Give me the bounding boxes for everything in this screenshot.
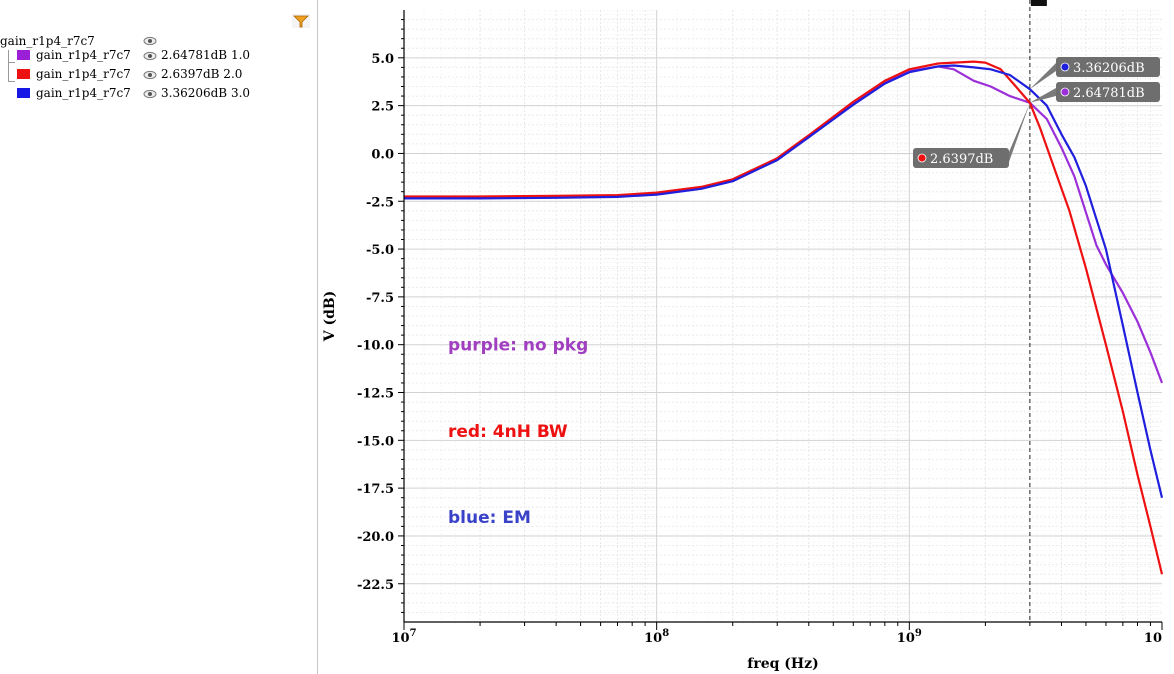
major-grid xyxy=(403,10,1162,622)
y-axis-label: V (dB) xyxy=(322,291,338,343)
annotations: purple: no pkg red: 4nH BW blue: EM xyxy=(448,336,588,528)
y-tick-label: -2.5 xyxy=(366,195,394,210)
series-color-swatch xyxy=(17,88,30,98)
y-tick-label: 0.0 xyxy=(371,147,394,162)
x-tick-labels: 107 108 109 10 xyxy=(391,628,1162,646)
tree-item-value: 2.6397dB 2.0 xyxy=(161,67,243,81)
series-line-3.0 xyxy=(404,64,1164,498)
y-tick-labels: 5.0 2.5 0.0 -2.5 -5.0 -7.5 -10.0 -12.5 -15.0 -17.… xyxy=(357,52,394,593)
series-layer xyxy=(404,60,1164,575)
minor-grid xyxy=(404,10,1162,622)
cursor-handle[interactable] xyxy=(1030,0,1047,6)
tree-item-row[interactable]: gain_r1p4_r7c7 xyxy=(17,85,131,101)
marker-pointer xyxy=(1029,63,1056,90)
marker-dot xyxy=(1060,62,1070,72)
tree-item-label: gain_r1p4_r7c7 xyxy=(36,48,131,62)
x-tick-label: 108 xyxy=(644,628,669,646)
tree-item-row[interactable]: gain_r1p4_r7c7 xyxy=(17,66,131,82)
visibility-eye-icon[interactable] xyxy=(143,51,157,61)
tree-root-row[interactable]: gain_r1p4_r7c7 xyxy=(0,33,95,49)
panel-splitter[interactable] xyxy=(317,0,318,674)
x-tick-label: 109 xyxy=(897,628,922,646)
marker-box xyxy=(913,148,1009,168)
tree-item-value: 3.36206dB 3.0 xyxy=(161,86,251,100)
signal-tree-panel: gain_r1p4_r7c7 gain_r1p4_r7c7 2.64781dB 1… xyxy=(0,0,317,674)
y-tick-label: -20.0 xyxy=(357,530,394,545)
y-tick-label: -12.5 xyxy=(357,387,394,402)
filter-icon[interactable] xyxy=(292,14,310,28)
visibility-eye-icon[interactable] xyxy=(143,70,157,80)
x-tick-label: 107 xyxy=(391,628,416,646)
cursor-marker: 2.6397dB xyxy=(913,102,1030,168)
tree-root-label: gain_r1p4_r7c7 xyxy=(0,34,95,48)
series-color-swatch xyxy=(17,69,30,79)
marker-box xyxy=(1056,57,1160,77)
axes xyxy=(398,10,1163,630)
y-tick-label: -10.0 xyxy=(357,339,394,354)
marker-value: 2.6397dB xyxy=(930,152,993,167)
visibility-eye-icon[interactable] xyxy=(143,89,157,99)
cursor-markers: 3.36206dB 2.64781dB 2.6397dB xyxy=(913,57,1160,168)
tree-item-row[interactable]: gain_r1p4_r7c7 xyxy=(17,47,131,63)
gain-chart: 5.0 2.5 0.0 -2.5 -5.0 -7.5 -10.0 -12.5 -15.0 -17.… xyxy=(322,0,1164,672)
annotation-text: blue: EM xyxy=(448,508,531,528)
tree-item-label: gain_r1p4_r7c7 xyxy=(36,67,131,81)
annotation-text: purple: no pkg xyxy=(448,336,588,356)
annotation-text: red: 4nH BW xyxy=(448,422,568,442)
y-tick-label: 2.5 xyxy=(371,100,394,115)
series-line-2.0 xyxy=(404,60,1164,575)
y-tick-label: -7.5 xyxy=(366,291,394,306)
y-tick-label: 5.0 xyxy=(371,52,394,67)
x-axis-label: freq (Hz) xyxy=(747,656,818,672)
series-color-swatch xyxy=(17,50,30,60)
y-tick-label: -15.0 xyxy=(357,434,394,449)
marker-box xyxy=(1056,82,1160,102)
marker-dot xyxy=(917,153,927,163)
x-tick-label: 10 xyxy=(1144,631,1162,646)
cursor-marker: 2.64781dB xyxy=(1029,82,1160,103)
tree-item-label: gain_r1p4_r7c7 xyxy=(36,86,131,100)
marker-value: 2.64781dB xyxy=(1073,86,1145,101)
visibility-eye-icon[interactable] xyxy=(143,36,157,46)
marker-value: 3.36206dB xyxy=(1073,61,1145,76)
marker-dot xyxy=(1060,87,1070,97)
tree-item-value: 2.64781dB 1.0 xyxy=(161,48,251,62)
y-tick-label: -22.5 xyxy=(357,578,394,593)
y-tick-label: -5.0 xyxy=(366,243,394,258)
cursor-marker: 3.36206dB xyxy=(1029,57,1160,90)
y-tick-label: -17.5 xyxy=(357,482,394,497)
